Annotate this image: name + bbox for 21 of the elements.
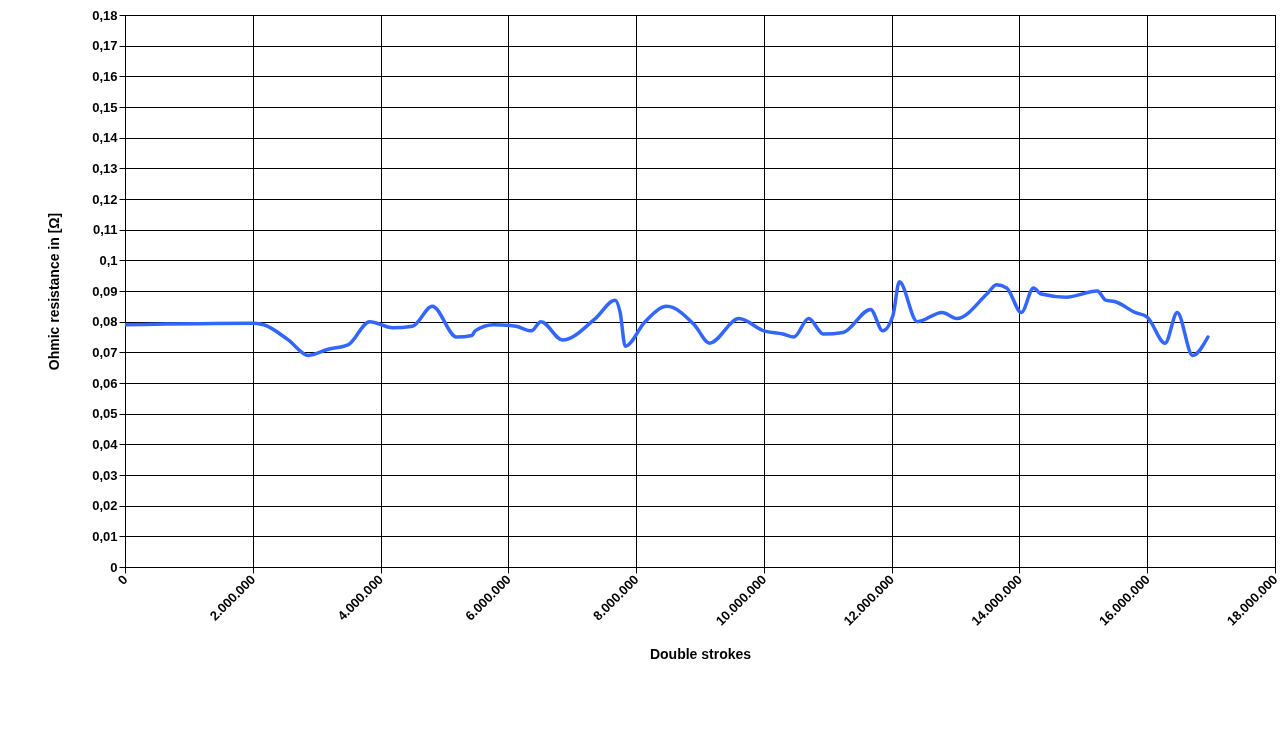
- y-tick-label: 0,06: [92, 375, 118, 391]
- y-tick-label: 0,14: [92, 130, 119, 146]
- y-tick-label: 0,01: [92, 528, 118, 544]
- y-tick-label: 0,18: [92, 7, 118, 23]
- y-tick-label: 0,04: [92, 436, 119, 452]
- y-tick-label: 0,15: [92, 99, 118, 115]
- y-tick-label: 0,07: [92, 344, 118, 360]
- y-tick-label: 0,12: [92, 191, 118, 207]
- y-tick-label: 0,05: [92, 406, 118, 422]
- y-axis-title: Ohmic resistance in [Ω]: [46, 212, 63, 371]
- y-tick-label: 0,09: [92, 283, 118, 299]
- y-tick-label: 0,03: [92, 467, 118, 483]
- y-tick-label: 0,1: [99, 252, 118, 268]
- x-axis-title: Double strokes: [649, 646, 752, 663]
- y-tick-label: 0,16: [92, 68, 118, 84]
- y-tick-label: 0,11: [92, 222, 118, 238]
- y-tick-label: 0,13: [92, 160, 118, 176]
- y-tick-label: 0,17: [92, 38, 118, 54]
- y-tick-label: 0,02: [92, 498, 118, 514]
- y-tick-label: 0,08: [92, 314, 118, 330]
- line-series: [125, 280, 1210, 358]
